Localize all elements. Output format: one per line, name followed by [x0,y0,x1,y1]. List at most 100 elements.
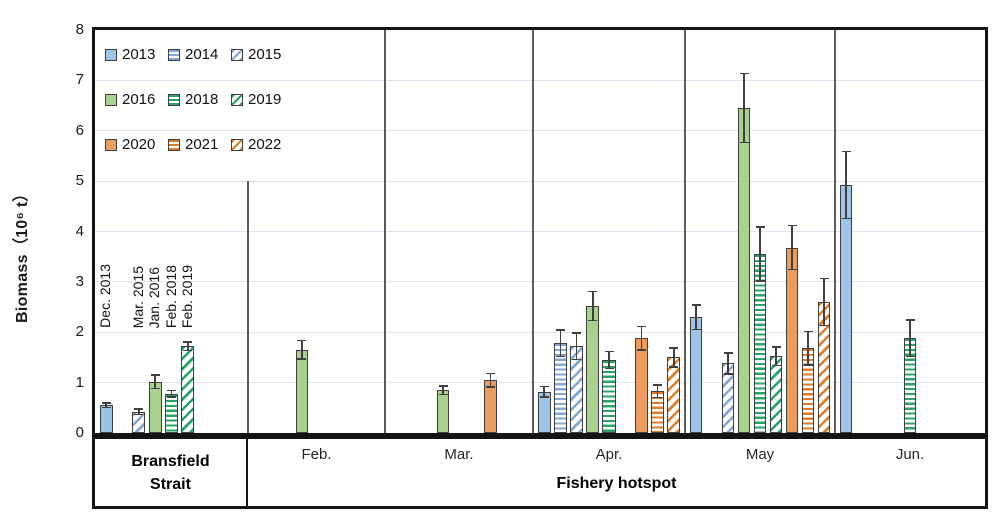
legend-swatch-2018 [168,93,180,106]
legend-item-2022[interactable]: 2022 [231,136,294,153]
error-bar-line [442,385,444,396]
error-bar-2019-bransfield-strait [183,341,193,352]
error-bar-cap [539,396,549,398]
legend-label-2013: 2013 [122,46,156,63]
error-bar-cap [771,364,781,367]
error-bar-line [187,341,189,352]
error-bar-line [592,290,594,322]
error-bar-cap [653,396,663,399]
error-bar-line [823,277,825,327]
error-bar-line [559,329,562,358]
legend-swatch-2019 [231,93,243,106]
y-axis-title: Biomass（10⁶ t） [14,185,31,323]
legend-item-2013[interactable]: 2013 [105,46,168,63]
error-bar-2015-apr- [572,332,582,361]
error-bar-cap [841,150,851,153]
error-bar-line [791,224,793,271]
error-bar-cap [150,374,160,376]
bar-2016-bransfield-strait[interactable] [148,381,162,433]
error-bar-cap [819,324,829,327]
error-bar-line [154,374,156,390]
bransfield-line1: Bransfield [131,452,210,470]
error-bar-cap [739,72,749,75]
bar-2019-bransfield-strait[interactable] [181,346,195,433]
legend-item-2018[interactable]: 2018 [168,91,231,108]
legend-item-2021[interactable]: 2021 [168,136,231,153]
y-tick-label-6: 6 [75,121,84,139]
section-divider-2 [384,30,386,433]
error-bar-cap [636,349,646,351]
error-bar-cap [739,141,749,144]
legend-item-2014[interactable]: 2014 [168,46,231,63]
error-bar-cap [486,386,496,388]
legend-label-2019: 2019 [248,91,282,108]
section-divider-5 [834,30,836,433]
plot-area[interactable]: Dec. 2013 Mar. 2015 Jan. 2016 Feb. 2018 Feb.… [92,27,988,436]
bar-2013-apr-[interactable] [537,391,551,433]
legend-swatch-2014 [168,48,180,61]
legend-label-2014: 2014 [185,46,219,63]
legend-item-2019[interactable]: 2019 [231,91,294,108]
error-bar-cap [150,387,160,390]
error-bar-2021-may [803,330,813,366]
gridline-1 [95,382,985,384]
bar-2016-feb-[interactable] [296,349,308,433]
bar-2019-may[interactable] [769,356,783,433]
gridline-4 [95,231,985,232]
legend-swatch-2020 [105,138,117,151]
error-bar-cap [297,339,307,342]
legend-label-2016: 2016 [122,91,156,108]
error-bar-2018-jun- [905,319,915,358]
error-bar-line [170,389,173,398]
bar-2016-may[interactable] [737,108,751,433]
error-bar-cap [691,304,701,306]
legend-swatch-2015 [231,48,243,61]
bar-2018-bransfield-strait[interactable] [164,393,179,433]
error-bar-line [489,372,492,388]
bar-2020-apr-[interactable] [634,338,648,433]
error-bar-cap [134,413,144,416]
error-bar-cap [787,224,797,227]
bransfield-line2: Strait [150,475,191,493]
error-bar-cap [588,290,598,293]
error-bar-2018-may [755,226,765,282]
error-bar-cap [771,346,781,348]
bar-2016-apr-[interactable] [586,306,600,433]
bar-2016-mar-[interactable] [436,390,450,433]
month-label-jun: Jun. [895,446,925,463]
error-bar-cap [438,393,448,396]
bar-annotation-2019: Feb. 2019 [178,264,195,328]
error-bar-cap [819,277,829,280]
error-bar-cap [101,406,111,409]
bar-annotation-2015: Mar. 2015 [129,265,146,328]
error-bar-cap [755,226,765,228]
error-bar-2013-may [691,304,701,331]
error-bar-cap [572,332,582,334]
legend-item-2015[interactable]: 2015 [231,46,294,63]
bar-2013-may[interactable] [689,317,703,433]
error-bar-2016-may [739,72,749,144]
error-bar-cap [438,385,448,387]
error-bar-line [138,408,140,416]
legend-item-2020[interactable]: 2020 [105,136,168,153]
bar-annotation-2016: Jan. 2016 [146,266,163,329]
error-bar-2020-apr- [636,325,646,351]
legend-label-2018: 2018 [185,91,219,108]
month-label-mar: Mar. [444,446,474,463]
legend-item-2016[interactable]: 2016 [105,91,168,108]
error-bar-cap [905,319,915,321]
error-bar-cap [134,408,144,410]
bar-2020-mar-[interactable] [484,380,497,433]
bar-2022-apr-[interactable] [667,357,681,433]
bar-2018-apr-[interactable] [602,359,616,433]
bar-2020-may[interactable] [785,247,799,433]
error-bar-2016-feb- [297,339,307,360]
error-bar-cap [636,325,646,328]
legend-label-2020: 2020 [122,136,156,153]
bar-2013-bransfield-strait[interactable] [99,405,113,433]
bar-2013-jun-[interactable] [839,185,853,433]
error-bar-cap [691,328,701,331]
section-divider-1 [247,181,249,433]
error-bar-cap [803,330,813,333]
